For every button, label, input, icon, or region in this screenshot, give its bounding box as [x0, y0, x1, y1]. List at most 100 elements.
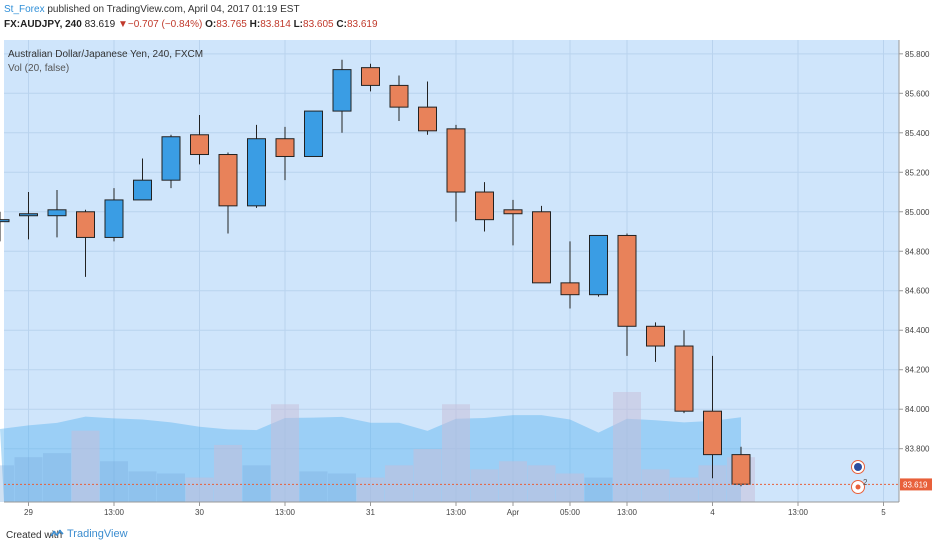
volume-indicator-label: Vol (20, false): [8, 63, 69, 74]
published-line: St_Forex published on TradingView.com, A…: [4, 4, 300, 15]
candle: [19, 192, 38, 240]
candle-body: [332, 69, 352, 112]
chart-legend-title: Australian Dollar/Japanese Yen, 240, FXC…: [8, 49, 203, 60]
time-tick-label: 13:00: [788, 508, 809, 517]
event-marker-icon[interactable]: 2: [851, 478, 869, 494]
time-tick-label: 13:00: [617, 508, 638, 517]
candle-body: [133, 179, 152, 201]
price-tick-label: 85.000: [905, 208, 930, 217]
time-tick-label: 30: [195, 508, 204, 517]
last-price: 83.619: [84, 19, 116, 30]
time-tick-label: 13:00: [446, 508, 467, 517]
candle-body: [247, 138, 266, 207]
created-with-text: Created with: [6, 530, 63, 541]
volume-bar: [299, 471, 328, 502]
tradingview-logo-icon: [50, 529, 64, 537]
last-price-badge-label: 83.619: [903, 480, 928, 489]
price-tick-label: 84.000: [905, 405, 930, 414]
candle: [703, 355, 722, 479]
low-label: L:: [293, 19, 304, 30]
candle: [47, 190, 67, 238]
price-chart[interactable]: 85.800 85.600 85.400 85.200 85.000 84.800 84.6…: [0, 0, 932, 522]
candle-body: [475, 191, 494, 221]
candle: [560, 241, 580, 309]
symbol-label: FX:AUDJPY, 240: [4, 19, 82, 30]
volume-bar: [413, 449, 442, 502]
time-tick-label: Apr: [507, 508, 520, 517]
volume-bar: [527, 465, 556, 502]
candle-body: [703, 410, 722, 456]
candle-body: [389, 84, 409, 108]
close-value: 83.619: [346, 19, 378, 30]
brand-name: TradingView: [67, 528, 128, 540]
price-tick-label: 85.600: [905, 89, 930, 98]
time-axis[interactable]: 29 13:00 30 13:00 31 13:00 Apr 05:00 13:00 4 13:00…: [0, 501, 932, 522]
candle-body: [674, 345, 694, 412]
volume-bar: [556, 473, 584, 502]
volume-bar: [43, 453, 71, 502]
candle-body: [190, 134, 209, 156]
candle: [389, 75, 409, 121]
open-label: O:: [205, 19, 217, 30]
time-tick-label: 05:00: [560, 508, 581, 517]
time-tick-label: 4: [710, 508, 715, 517]
candle-body: [532, 211, 551, 284]
price-tick-label: 85.800: [905, 50, 930, 59]
price-tick-label: 84.800: [905, 247, 930, 256]
publisher-link[interactable]: St_Forex: [4, 4, 45, 15]
candle: [0, 211, 10, 242]
candle-body: [589, 234, 608, 296]
price-tick-label: 85.400: [905, 129, 930, 138]
candle: [503, 199, 523, 246]
last-price-badge: 83.619: [900, 478, 932, 491]
candle: [133, 158, 152, 201]
time-axis-bg: [0, 502, 932, 522]
price-axis[interactable]: 85.800 85.600 85.400 85.200 85.000 84.800 84.6…: [898, 40, 932, 502]
candle-body: [304, 110, 323, 157]
volume-average-area-path: [0, 415, 741, 502]
volume-bar: [14, 457, 43, 502]
candles: [0, 59, 751, 487]
volume-bar: [128, 471, 157, 502]
price-tick-label: 84.600: [905, 287, 930, 296]
candle: [475, 182, 494, 232]
candle-body: [646, 325, 665, 347]
candle-body: [275, 138, 295, 157]
candle: [104, 188, 124, 242]
candle: [646, 322, 665, 362]
price-change: ▼−0.707 (−0.84%): [117, 19, 203, 30]
candle: [361, 63, 380, 92]
top-bar: St_Forex published on TradingView.com, A…: [0, 0, 932, 40]
high-label: H:: [249, 19, 261, 30]
volume-bar: [328, 473, 356, 502]
volume-bar: [0, 465, 14, 502]
candle: [247, 124, 266, 208]
flag-icon[interactable]: [851, 460, 865, 474]
candle: [674, 330, 694, 414]
candle-body: [446, 128, 466, 193]
time-tick-label: 5: [881, 508, 886, 517]
volume-bar: [157, 473, 185, 502]
candle: [76, 209, 95, 277]
tradingview-brand[interactable]: TradingView: [50, 528, 128, 540]
volume-bar: [100, 461, 128, 502]
candle: [446, 124, 466, 222]
footer: Created with TradingView: [0, 522, 932, 550]
volume-bar: [670, 477, 698, 502]
candle: [161, 134, 181, 189]
volume-bars: [0, 392, 755, 502]
volume-bar: [499, 461, 527, 502]
candle: [731, 446, 751, 487]
candle-body: [76, 211, 95, 238]
low-value: 83.605: [303, 19, 334, 30]
volume-bar: [185, 477, 214, 502]
close-label: C:: [336, 19, 347, 30]
last-price-badge-bg: [900, 478, 932, 491]
price-tick-label: 84.400: [905, 326, 930, 335]
volume-bar: [584, 477, 613, 502]
price-tick-label: 83.800: [905, 445, 930, 454]
time-tick-label: 29: [24, 508, 33, 517]
candle-body: [418, 106, 437, 132]
time-tick-label: 13:00: [275, 508, 296, 517]
volume-bar: [214, 444, 242, 502]
